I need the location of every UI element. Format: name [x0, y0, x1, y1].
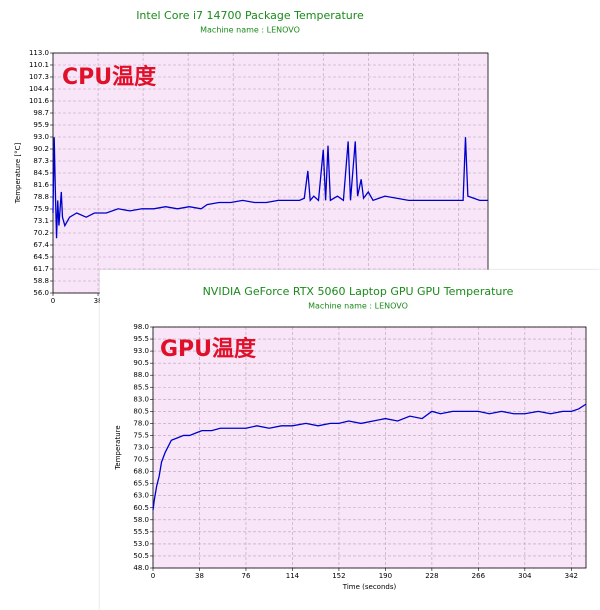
y-tick-label: 98.7 — [33, 109, 49, 117]
line-series — [52, 137, 488, 239]
y-tick-label: 63.0 — [133, 492, 149, 500]
chart-title: NVIDIA GeForce RTX 5060 Laptop GPU GPU T… — [203, 285, 514, 298]
x-tick-label: 38 — [195, 572, 204, 580]
y-tick-label: 70.2 — [33, 229, 49, 237]
y-tick-label: 95.5 — [133, 335, 149, 343]
y-tick-label: 64.5 — [33, 253, 49, 261]
y-tick-label: 68.0 — [133, 468, 149, 476]
gpu-chart: NVIDIA GeForce RTX 5060 Laptop GPU GPU T… — [100, 270, 600, 610]
x-tick-label: 38 — [94, 297, 103, 305]
y-tick-label: 90.5 — [133, 359, 149, 367]
y-tick-label: 113.0 — [29, 49, 49, 57]
y-tick-label: 78.8 — [33, 193, 49, 201]
y-tick-label: 50.5 — [133, 552, 149, 560]
x-tick-label: 266 — [472, 572, 486, 580]
chart-title: Intel Core i7 14700 Package Temperature — [136, 9, 364, 22]
y-tick-label: 58.8 — [33, 277, 49, 285]
y-tick-label: 87.3 — [33, 157, 49, 165]
y-tick-label: 53.0 — [133, 540, 149, 548]
y-tick-label: 73.0 — [133, 444, 149, 452]
x-tick-label: 152 — [332, 572, 345, 580]
y-tick-label: 81.6 — [33, 181, 49, 189]
y-tick-label: 61.7 — [33, 265, 49, 273]
y-tick-label: 84.5 — [33, 169, 49, 177]
y-tick-label: 75.9 — [33, 205, 49, 213]
y-tick-label: 83.0 — [133, 395, 149, 403]
line-series — [152, 403, 587, 511]
y-tick-label: 107.3 — [29, 73, 49, 81]
y-tick-label: 110.1 — [29, 61, 49, 69]
y-tick-label: 73.1 — [33, 217, 49, 225]
x-tick-label: 304 — [518, 572, 532, 580]
y-tick-label: 60.5 — [133, 504, 149, 512]
y-axis-label: Temperature — [114, 425, 122, 470]
y-tick-label: 48.0 — [133, 564, 149, 572]
x-tick-label: 228 — [425, 572, 438, 580]
y-tick-label: 65.5 — [133, 480, 149, 488]
y-tick-label: 93.0 — [33, 133, 49, 141]
y-tick-label: 58.0 — [133, 516, 149, 524]
y-tick-label: 80.5 — [133, 407, 149, 415]
y-tick-label: 75.5 — [133, 431, 149, 439]
y-axis-label: Temperature [°C] — [14, 143, 22, 205]
y-tick-label: 70.5 — [133, 456, 149, 464]
x-tick-label: 342 — [565, 572, 578, 580]
x-tick-label: 190 — [379, 572, 392, 580]
y-tick-label: 67.4 — [33, 241, 49, 249]
annotation: CPU温度 — [62, 64, 157, 90]
plot-frame — [152, 326, 587, 569]
y-tick-label: 104.4 — [29, 85, 50, 93]
y-tick-label: 98.0 — [133, 323, 149, 331]
y-tick-label: 90.2 — [33, 145, 49, 153]
x-tick-label: 114 — [286, 572, 300, 580]
y-tick-label: 93.0 — [133, 347, 149, 355]
y-tick-label: 85.5 — [133, 383, 149, 391]
x-axis-label: Time (seconds) — [342, 583, 397, 591]
x-tick-label: 0 — [151, 572, 155, 580]
y-tick-label: 55.5 — [133, 528, 149, 536]
x-tick-label: 76 — [241, 572, 250, 580]
y-tick-label: 56.0 — [33, 289, 49, 297]
y-tick-label: 88.0 — [133, 371, 149, 379]
chart-subtitle: Machine name : LENOVO — [200, 26, 300, 35]
cpu-chart: Intel Core i7 14700 Package Temperature M… — [0, 0, 500, 330]
chart-subtitle: Machine name : LENOVO — [308, 302, 408, 311]
y-tick-label: 101.6 — [29, 97, 50, 105]
x-tick-label: 0 — [51, 297, 55, 305]
annotation: GPU温度 — [160, 336, 257, 362]
y-tick-label: 78.0 — [133, 419, 149, 427]
y-tick-label: 95.9 — [33, 121, 49, 129]
